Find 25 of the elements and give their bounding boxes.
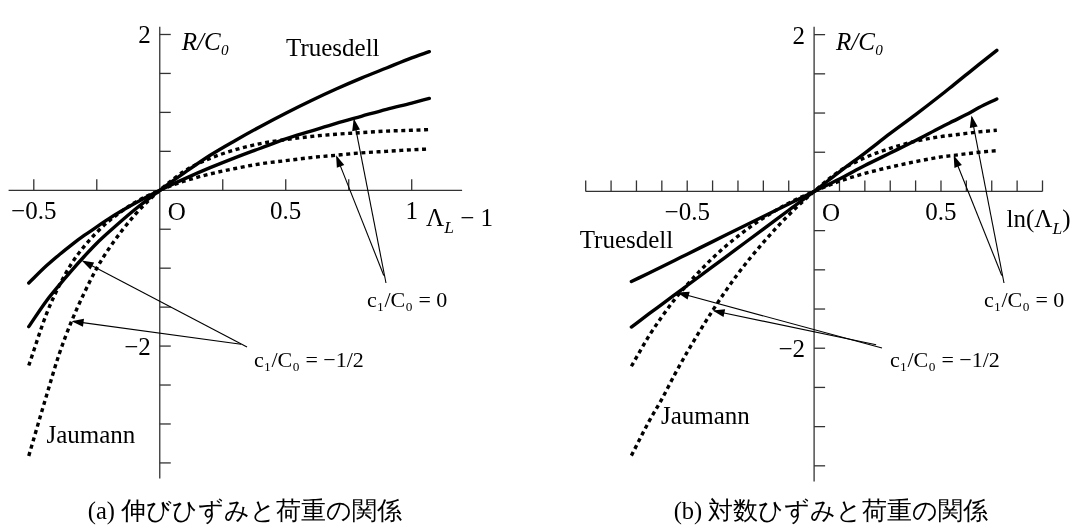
y-tick-label: 2 bbox=[138, 21, 151, 49]
x-tick-label: 0.5 bbox=[270, 197, 302, 225]
y-tick-label: 2 bbox=[792, 21, 806, 49]
y-axis-title: R/C₀ bbox=[180, 27, 230, 55]
y-tick-label: −2 bbox=[778, 335, 806, 363]
annotation: c₁/C₀ = −1/2 bbox=[890, 347, 1000, 372]
annotation: Jaumann bbox=[46, 421, 136, 448]
annotation: O bbox=[167, 198, 186, 226]
x-tick-label: 0.5 bbox=[925, 198, 957, 226]
annotation: c₁/C₀ = −1/2 bbox=[254, 347, 364, 372]
x-tick-label: −0.5 bbox=[11, 197, 57, 225]
annotation: c₁/C₀ = 0 bbox=[984, 287, 1065, 312]
x-tick-label: −0.5 bbox=[664, 198, 710, 226]
annotation: Jaumann bbox=[661, 402, 751, 429]
text: (a) 伸びひずみと荷重の関係 bbox=[87, 497, 403, 525]
annotation: c₁/C₀ = 0 bbox=[367, 287, 448, 312]
x-axis-title: Λ$_{L}$ − 1 bbox=[426, 204, 494, 238]
y-tick-label: −2 bbox=[124, 333, 151, 361]
annotation: O bbox=[822, 199, 841, 227]
x-tick-label: 1 bbox=[405, 197, 418, 225]
y-axis-title: R/C₀ bbox=[835, 27, 884, 55]
text: (b) 対数ひずみと荷重の関係 bbox=[673, 497, 989, 525]
annotation: Truesdell bbox=[579, 226, 674, 253]
x-axis-title: ln(Λ$_{L}$) bbox=[1006, 205, 1071, 239]
annotation: Truesdell bbox=[286, 34, 380, 61]
